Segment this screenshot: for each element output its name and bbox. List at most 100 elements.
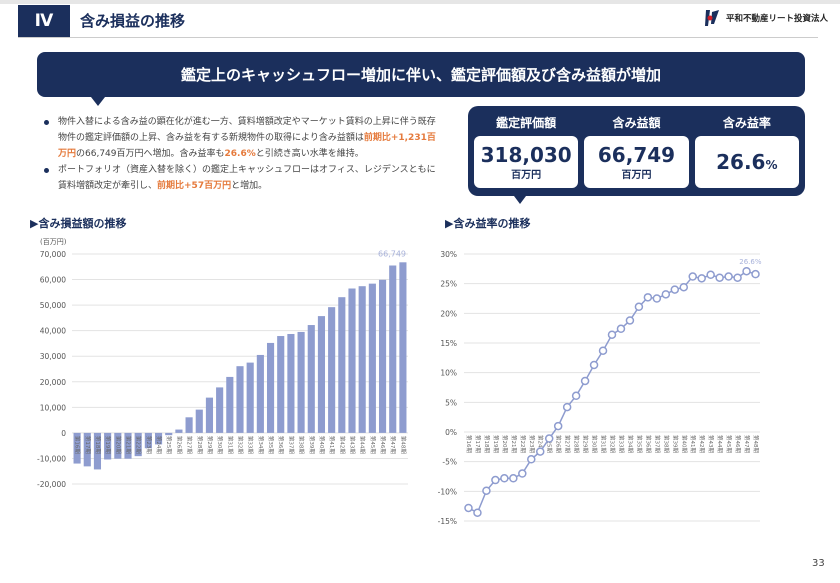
y-tick-label: 0% xyxy=(445,428,457,437)
bullet-item: ポートフォリオ（資産入替を除く）の鑑定上キャッシュフローはオフィス、レジデンスと… xyxy=(40,162,440,194)
stat-unit: 百万円 xyxy=(511,169,542,181)
x-tick-label: 第34期 xyxy=(257,436,265,454)
x-tick-label: 第32期 xyxy=(609,435,617,453)
x-tick-label: 第40期 xyxy=(318,436,326,454)
data-point xyxy=(715,273,724,282)
bar xyxy=(317,316,326,433)
x-tick-label: 第41期 xyxy=(328,436,336,454)
data-point xyxy=(491,475,500,485)
data-point xyxy=(589,360,599,370)
data-label: 66,749 xyxy=(378,249,406,258)
x-tick-label: 第43期 xyxy=(707,435,715,453)
x-tick-label: 第42期 xyxy=(338,436,346,454)
y-tick-label: -5% xyxy=(442,458,457,467)
x-tick-label: 第41期 xyxy=(689,435,697,453)
bar xyxy=(165,432,173,436)
x-tick-label: 第38期 xyxy=(298,436,306,454)
y-tick-label: 10% xyxy=(440,369,457,378)
page-number: 33 xyxy=(812,558,825,569)
bar xyxy=(73,432,81,464)
bar xyxy=(134,432,142,457)
bar xyxy=(307,325,315,433)
summary-bullets: 物件入替による含み益の顕在化が進む一方、賃料増額改定やマーケット賃料の上昇に伴う… xyxy=(40,114,440,194)
data-point xyxy=(562,402,572,412)
bullet-text: 物件入替による含み益の顕在化が進む一方、賃料増額改定やマーケット賃料の上昇に伴う… xyxy=(58,117,436,143)
x-tick-label: 第43期 xyxy=(349,436,357,454)
data-point xyxy=(580,376,590,386)
data-point xyxy=(607,330,617,339)
y-tick-label: 60,000 xyxy=(40,276,66,285)
data-point xyxy=(679,282,689,292)
y-tick-label: 25% xyxy=(440,280,457,289)
stat-value: 66,749 xyxy=(597,142,676,167)
x-tick-label: 第17期 xyxy=(84,436,92,454)
data-point xyxy=(527,455,536,464)
x-tick-label: 第31期 xyxy=(226,436,234,454)
y-tick-label: -10% xyxy=(438,487,457,496)
stat-box: 66,749 百万円 xyxy=(584,136,689,188)
data-point xyxy=(706,270,715,280)
x-tick-label: 第27期 xyxy=(186,436,194,454)
bar xyxy=(154,432,163,445)
line-chart-title: ▶含み益率の推移 xyxy=(445,217,531,230)
y-tick-label: 10,000 xyxy=(40,403,66,412)
bullet-text: ポートフォリオ（資産入替を除く）の鑑定上キャッシュフローはオフィス、レジデンスと… xyxy=(58,165,436,191)
data-point xyxy=(535,447,545,456)
x-tick-label: 第31期 xyxy=(600,435,608,453)
x-tick-label: 第46期 xyxy=(734,435,742,453)
data-point xyxy=(643,293,653,302)
data-point xyxy=(697,274,706,283)
divider xyxy=(18,37,818,38)
x-tick-label: 第19期 xyxy=(492,435,500,453)
x-tick-label: 第16期 xyxy=(465,435,473,453)
x-tick-label: 第26期 xyxy=(175,436,183,454)
x-tick-label: 第35期 xyxy=(267,436,275,454)
x-tick-label: 第48期 xyxy=(752,435,760,453)
bar xyxy=(348,288,356,433)
x-tick-label: 第33期 xyxy=(617,435,625,453)
x-tick-label: 第25期 xyxy=(165,436,173,454)
x-tick-label: 第22期 xyxy=(135,436,143,454)
y-axis-unit: (百万円) xyxy=(40,238,67,246)
x-tick-label: 第46期 xyxy=(379,436,387,454)
x-tick-label: 第20期 xyxy=(114,436,122,454)
x-tick-label: 第23期 xyxy=(145,436,153,454)
x-tick-label: 第16期 xyxy=(74,436,82,454)
y-tick-label: 30,000 xyxy=(40,352,66,361)
x-tick-label: 第29期 xyxy=(206,436,214,454)
x-tick-label: 第26期 xyxy=(555,435,563,453)
bar xyxy=(256,354,264,433)
bar xyxy=(93,432,102,470)
x-tick-label: 第42期 xyxy=(698,435,706,453)
stat-value: 318,030 xyxy=(480,142,572,167)
x-tick-label: 第30期 xyxy=(591,435,599,453)
bar xyxy=(226,376,234,433)
bar xyxy=(175,429,183,433)
x-tick-label: 第45期 xyxy=(725,435,733,453)
x-tick-label: 第28期 xyxy=(196,436,204,454)
y-tick-label: 15% xyxy=(440,339,457,348)
x-tick-label: 第30期 xyxy=(216,436,224,454)
x-tick-label: 第24期 xyxy=(155,436,163,454)
bar xyxy=(83,432,91,467)
bar xyxy=(185,417,193,433)
bar xyxy=(104,432,112,460)
y-tick-label: 50,000 xyxy=(40,301,66,310)
bar xyxy=(378,279,387,433)
bar xyxy=(389,265,397,433)
x-tick-label: 第18期 xyxy=(483,435,491,453)
x-tick-label: 第28期 xyxy=(573,435,581,453)
stat-box: 318,030 百万円 xyxy=(474,136,579,188)
bar xyxy=(338,297,346,433)
data-point xyxy=(473,508,482,517)
bar xyxy=(277,336,285,433)
stat-unit: % xyxy=(765,158,778,172)
data-point xyxy=(464,503,473,513)
section-number: Ⅳ xyxy=(18,5,70,37)
data-point xyxy=(733,273,742,282)
data-point xyxy=(509,474,518,483)
data-label: 26.6% xyxy=(739,258,762,266)
x-tick-label: 第47期 xyxy=(389,436,397,454)
y-tick-label: 70,000 xyxy=(40,250,66,259)
stat-label: 含み益額 xyxy=(612,116,661,130)
